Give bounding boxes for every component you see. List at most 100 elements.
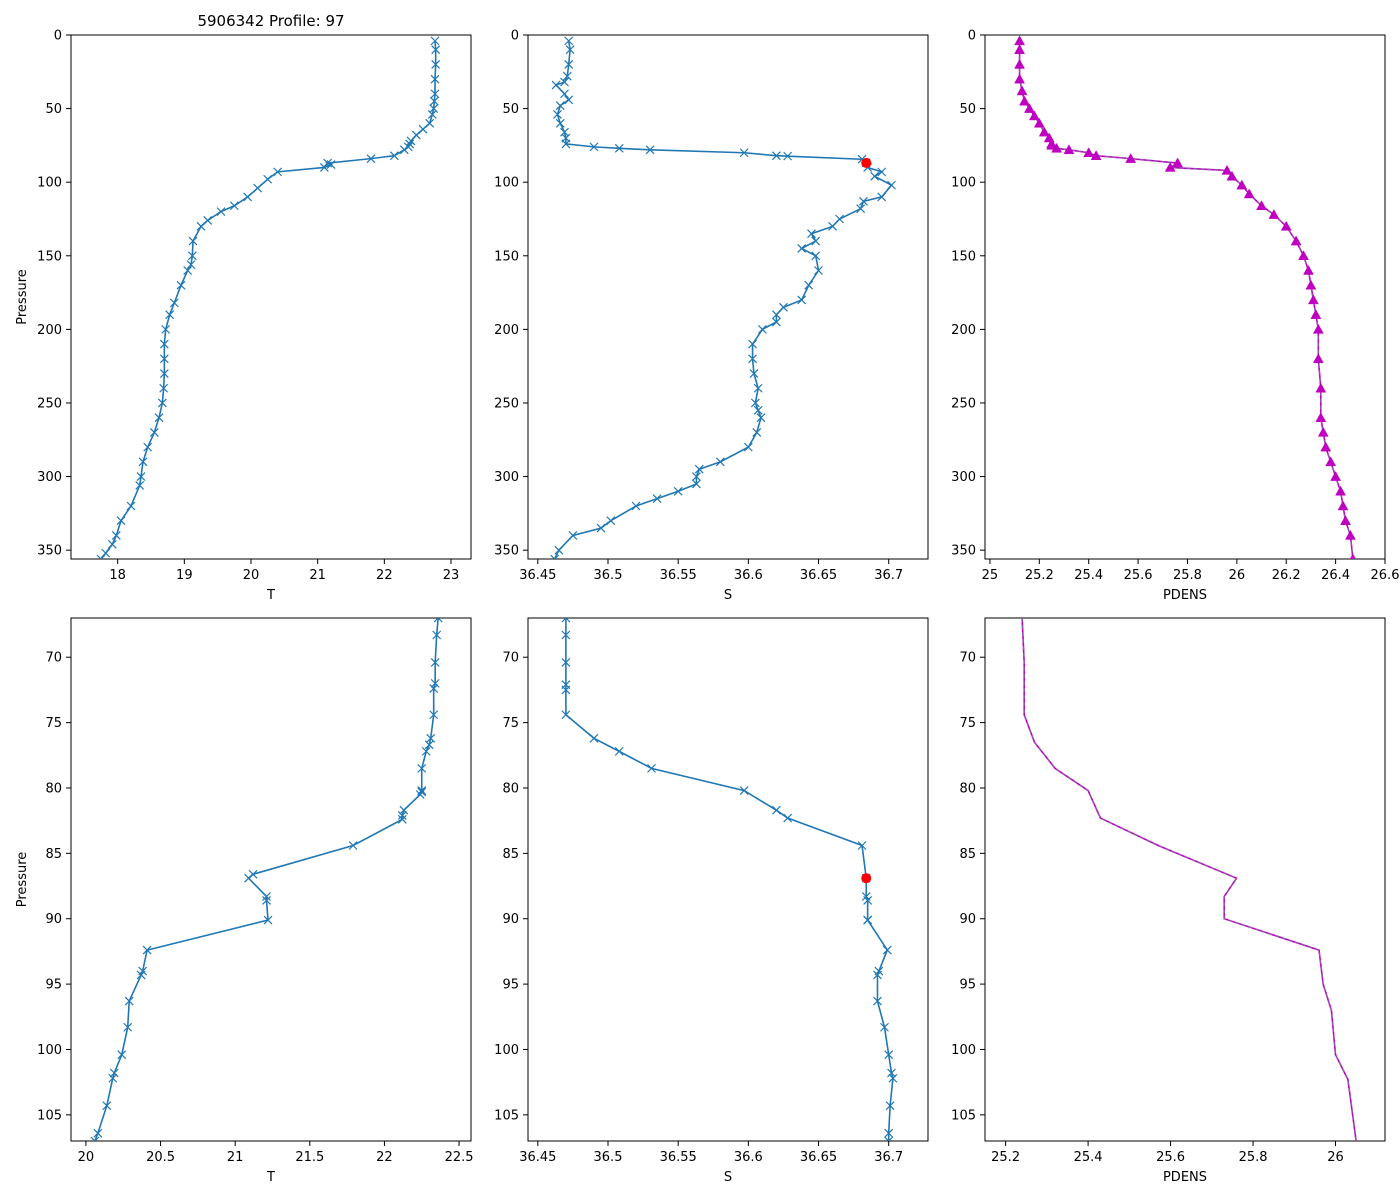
data-point (430, 74, 440, 84)
series-line (94, 618, 439, 1141)
y-tick-label: 75 (45, 716, 62, 731)
y-tick-label: 70 (45, 651, 62, 666)
y-tick-label: 100 (37, 1043, 62, 1058)
x-tick-label: 22 (376, 568, 393, 583)
data-point (1014, 58, 1025, 69)
data-point (135, 480, 145, 490)
y-tick-label: 0 (968, 29, 976, 44)
data-point (614, 143, 624, 153)
series-group (1014, 35, 1356, 559)
data-point (560, 127, 569, 137)
data-point (1335, 485, 1346, 496)
x-tick-label: 18 (109, 568, 126, 583)
data-point (93, 1128, 103, 1138)
data-point (691, 472, 701, 481)
data-point (1051, 142, 1063, 153)
data-point (589, 142, 599, 152)
data-point (427, 110, 437, 119)
data-point (253, 183, 263, 193)
panel-top-S: 36.45 36.5 36.55 36.6 36.65 36.7 0 50 100 150 200 2… (494, 29, 929, 603)
y-tick-label: 85 (502, 847, 519, 862)
panel-top-PDENS: 25 25.2 25.4 25.6 25.8 26 26.2 26.4 26.6 0 50 100 15… (951, 29, 1399, 604)
data-point (1243, 188, 1255, 199)
data-point (406, 136, 416, 146)
x-tick-label: 25.4 (1074, 1150, 1103, 1165)
data-point (859, 196, 868, 206)
data-point (857, 841, 867, 850)
y-tick-label: 50 (959, 102, 976, 117)
y-tick-label: 300 (494, 470, 519, 485)
y-tick-label: 100 (37, 176, 62, 191)
data-point (136, 970, 146, 980)
data-point (186, 260, 196, 270)
y-tick-label: 70 (502, 651, 519, 666)
data-point (673, 486, 683, 496)
data-point (149, 427, 159, 437)
data-point (1345, 529, 1356, 540)
data-point (1090, 150, 1102, 160)
x-tick-label: 25.6 (1124, 568, 1153, 583)
data-point (1014, 73, 1025, 84)
data-point (565, 45, 575, 55)
data-point (756, 413, 766, 423)
data-point (1337, 500, 1349, 511)
y-tick-label: 50 (45, 102, 62, 117)
data-point (124, 996, 134, 1006)
data-point (109, 1068, 119, 1078)
data-point (1256, 200, 1267, 210)
data-point (1349, 553, 1356, 559)
data-point (652, 494, 662, 504)
axes-frame (984, 34, 1386, 560)
x-tick-label: 26.2 (1272, 568, 1301, 583)
data-point (555, 118, 565, 128)
data-point (1305, 279, 1317, 290)
data-point (1014, 35, 1025, 46)
data-point (429, 96, 439, 106)
data-point (159, 339, 169, 349)
data-point (263, 174, 273, 184)
data-point (553, 110, 562, 119)
data-point (743, 442, 753, 452)
x-tick-label: 36.6 (734, 1150, 763, 1165)
y-tick-label: 80 (502, 781, 519, 796)
y-tick-label: 300 (951, 470, 976, 485)
data-point (863, 915, 873, 925)
y-tick-label: 250 (37, 396, 62, 411)
y-tick-label: 100 (494, 176, 519, 191)
data-point (647, 763, 656, 773)
y-tick-label: 250 (494, 396, 519, 411)
x-tick-label: 25.8 (1173, 568, 1202, 583)
data-point (771, 317, 781, 327)
y-tick-label: 95 (45, 978, 62, 993)
data-point (691, 479, 701, 489)
data-point (887, 1068, 896, 1078)
data-point (176, 280, 186, 290)
y-tick-label: 150 (37, 249, 62, 264)
data-point (403, 142, 413, 152)
data-point (1063, 144, 1075, 155)
y-axis-label: Pressure (15, 852, 30, 908)
data-point (348, 841, 358, 850)
data-point (154, 413, 164, 423)
data-point (884, 1136, 894, 1141)
data-point (244, 873, 254, 883)
data-point (1226, 170, 1238, 181)
x-tick-label: 36.7 (874, 568, 903, 583)
axes-frame (527, 617, 929, 1142)
x-tick-label: 36.65 (800, 1150, 837, 1165)
data-point (882, 945, 892, 955)
data-point (606, 516, 616, 526)
data-point (694, 464, 704, 474)
data-point (426, 733, 436, 743)
data-point (749, 369, 759, 378)
panel-top-T: 18 19 20 21 22 23 0 50 100 150 200 250 300 350 T Pressu… (15, 29, 472, 603)
data-point (589, 733, 599, 743)
series-group (1021, 618, 1357, 1141)
series-group (90, 618, 443, 1141)
y-tick-label: 90 (502, 912, 519, 927)
data-point (430, 36, 440, 46)
y-tick-label: 85 (45, 847, 62, 862)
panel-bot-S: 36.45 36.5 36.55 36.6 36.65 36.7 70 75 80 85 90 95 1… (494, 617, 929, 1185)
data-point (1268, 209, 1280, 219)
data-point (804, 280, 814, 290)
